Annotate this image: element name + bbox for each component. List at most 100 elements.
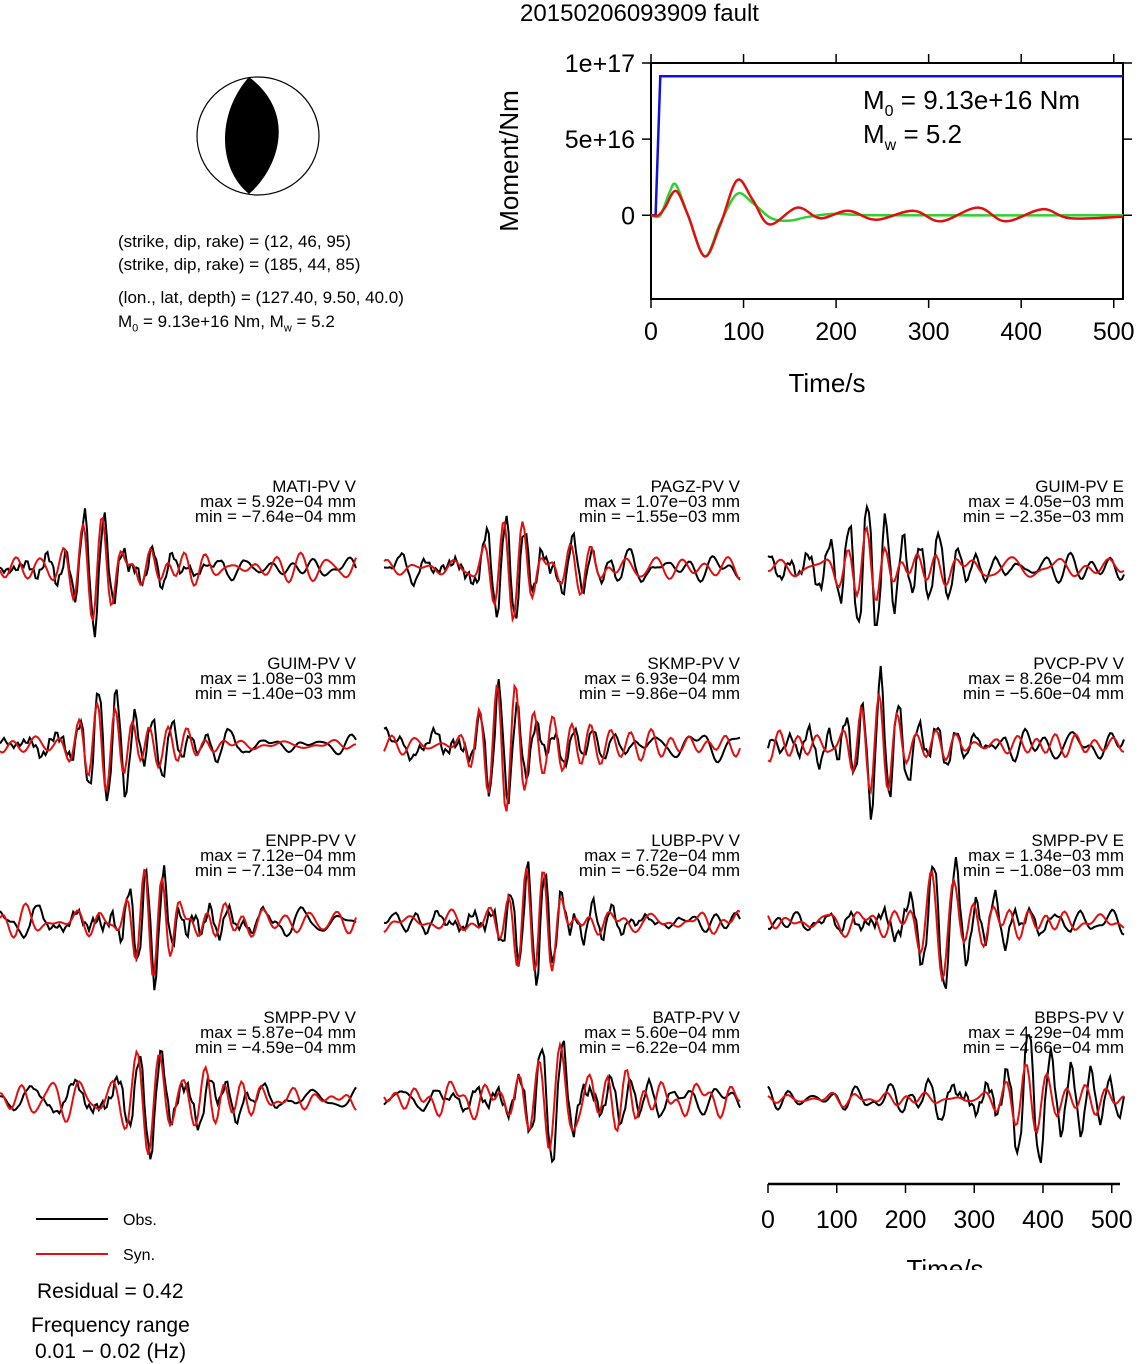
moment-summary: M0 = 9.13e+16 Nm, Mw = 5.2 — [118, 312, 335, 335]
moment-plot-frame — [650, 62, 1124, 300]
y-tick-label: 0 — [621, 202, 635, 230]
min-label: min = −6.52e−04 mm — [579, 861, 740, 880]
max-label: max = 1.08e−03 mm — [200, 669, 356, 688]
syn-waveform — [383, 683, 741, 812]
syn-waveform — [767, 525, 1125, 602]
nodal-plane-1: (strike, dip, rake) = (12, 46, 95) — [118, 232, 351, 251]
page-title: 20150206093909 fault — [520, 0, 759, 27]
moment-chart: 0 100 200 300 400 500 1e+17 5e+16 0 Time/s Moment/… — [494, 50, 1135, 398]
min-label: min = −5.60e−04 mm — [963, 684, 1124, 703]
x-tick-label: 500 — [1091, 1206, 1133, 1234]
syn-waveform — [0, 1049, 357, 1155]
legend-lines — [36, 1218, 108, 1255]
min-label: min = −2.35e−03 mm — [963, 507, 1124, 526]
nodal-plane-2: (strike, dip, rake) = (185, 44, 85) — [118, 255, 361, 274]
obs-waveform — [767, 502, 1125, 626]
obs-waveform — [383, 515, 741, 619]
max-label: max = 5.60e−04 mm — [584, 1023, 740, 1042]
x-tick-label: 200 — [885, 1206, 927, 1234]
syn-legend-label: Syn. — [123, 1247, 156, 1264]
station-label: PAGZ-PV V — [651, 477, 741, 496]
series-rate — [650, 182, 1124, 258]
syn-waveform — [767, 870, 1125, 983]
obs-waveform — [0, 1049, 357, 1160]
syn-waveform — [383, 867, 741, 972]
max-label: max = 4.29e−04 mm — [968, 1023, 1124, 1042]
annotation-m0: M0 = 9.13e+16 Nm — [863, 85, 1080, 120]
beachball — [196, 76, 320, 196]
max-label: max = 5.87e−04 mm — [200, 1023, 356, 1042]
max-label: max = 4.05e−03 mm — [968, 492, 1124, 511]
min-label: min = −7.64e−04 mm — [195, 507, 356, 526]
obs-waveform — [0, 865, 357, 991]
x-tick-label: 200 — [815, 318, 857, 346]
frequency-range: 0.01 − 0.02 (Hz) — [35, 1340, 187, 1363]
max-label: max = 7.12e−04 mm — [200, 846, 356, 865]
obs-waveform — [0, 508, 357, 638]
syn-waveform — [383, 1040, 741, 1151]
station-label: PVCP-PV V — [1033, 654, 1124, 673]
x-tick-label: 300 — [908, 318, 950, 346]
syn-waveform — [0, 702, 357, 795]
station-label: BATP-PV V — [652, 1008, 740, 1027]
obs-waveform — [767, 1034, 1125, 1164]
x-tick-label: 0 — [761, 1206, 775, 1234]
station-label: LUBP-PV V — [651, 831, 740, 850]
y-tick-label: 1e+17 — [565, 50, 635, 78]
obs-waveform — [383, 861, 741, 986]
x-tick-label: 400 — [1022, 1206, 1064, 1234]
max-label: max = 5.92e−04 mm — [200, 492, 356, 511]
station-label: GUIM-PV V — [267, 654, 356, 673]
min-label: min = −6.22e−04 mm — [579, 1038, 740, 1057]
min-label: min = −9.86e−04 mm — [579, 684, 740, 703]
obs-waveform — [383, 1040, 741, 1164]
min-label: min = −1.55e−03 mm — [579, 507, 740, 526]
obs-waveform — [0, 689, 357, 802]
station-label: BBPS-PV V — [1034, 1008, 1124, 1027]
y-axis-label: Moment/Nm — [494, 90, 524, 232]
station-label: SMPP-PV E — [1031, 831, 1124, 850]
series-fit — [650, 178, 1124, 258]
obs-waveform — [767, 665, 1125, 820]
x-tick-label: 100 — [816, 1206, 858, 1234]
station-label: SKMP-PV V — [647, 654, 740, 673]
beachball-compression — [224, 77, 279, 194]
x-tick-label: 0 — [644, 318, 658, 346]
max-label: max = 1.34e−03 mm — [968, 846, 1124, 865]
station-label: GUIM-PV E — [1035, 477, 1124, 496]
min-label: min = −1.40e−03 mm — [195, 684, 356, 703]
frequency-title: Frequency range — [31, 1314, 190, 1337]
x-tick-label: 100 — [723, 318, 765, 346]
y-tick-label: 5e+16 — [565, 126, 635, 154]
min-label: min = −7.13e−04 mm — [195, 861, 356, 880]
obs-legend-label: Obs. — [123, 1212, 157, 1229]
syn-waveform — [767, 693, 1125, 796]
x-tick-label: 300 — [953, 1206, 995, 1234]
station-label: SMPP-PV V — [263, 1008, 356, 1027]
x-axis-label: Time/s — [906, 1254, 983, 1270]
max-label: max = 6.93e−04 mm — [584, 669, 740, 688]
syn-waveform — [0, 868, 357, 976]
x-tick-label: 400 — [1000, 318, 1042, 346]
max-label: max = 7.72e−04 mm — [584, 846, 740, 865]
min-label: min = −4.59e−04 mm — [195, 1038, 356, 1057]
syn-waveform — [383, 520, 741, 624]
max-label: max = 8.26e−04 mm — [968, 669, 1124, 688]
min-label: min = −1.08e−03 mm — [963, 861, 1124, 880]
location: (lon., lat, depth) = (127.40, 9.50, 40.0… — [118, 288, 404, 307]
station-label: ENPP-PV V — [265, 831, 356, 850]
annotation-mw: Mw = 5.2 — [863, 119, 962, 154]
x-tick-label: 500 — [1093, 318, 1135, 346]
